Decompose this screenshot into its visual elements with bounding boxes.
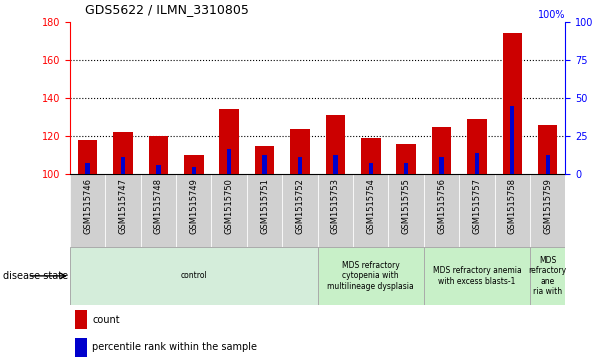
Text: GSM1515754: GSM1515754 <box>366 178 375 234</box>
Bar <box>424 174 459 247</box>
Bar <box>475 153 479 174</box>
Bar <box>184 155 204 174</box>
Bar <box>317 174 353 247</box>
Text: disease state: disease state <box>3 271 68 281</box>
Bar <box>353 174 389 247</box>
Text: GSM1515756: GSM1515756 <box>437 178 446 234</box>
Bar <box>70 174 105 247</box>
Bar <box>227 150 231 174</box>
Text: GDS5622 / ILMN_3310805: GDS5622 / ILMN_3310805 <box>85 3 249 16</box>
Text: GSM1515759: GSM1515759 <box>543 178 552 234</box>
Text: GSM1515758: GSM1515758 <box>508 178 517 234</box>
Bar <box>432 127 451 174</box>
Bar <box>149 136 168 174</box>
Bar <box>368 163 373 174</box>
Bar <box>263 155 267 174</box>
Text: GSM1515747: GSM1515747 <box>119 178 128 234</box>
Bar <box>192 167 196 174</box>
Text: control: control <box>181 272 207 280</box>
Text: MDS refractory
cytopenia with
multilineage dysplasia: MDS refractory cytopenia with multilinea… <box>327 261 414 291</box>
Bar <box>424 247 530 305</box>
Bar <box>459 174 495 247</box>
Text: GSM1515753: GSM1515753 <box>331 178 340 234</box>
Bar <box>219 110 239 174</box>
Bar <box>404 163 409 174</box>
Bar <box>105 174 140 247</box>
Text: GSM1515757: GSM1515757 <box>472 178 482 234</box>
Bar <box>333 155 337 174</box>
Bar <box>121 157 125 174</box>
Bar <box>530 247 565 305</box>
Text: GSM1515755: GSM1515755 <box>402 178 410 234</box>
Bar <box>298 157 302 174</box>
Bar <box>113 132 133 174</box>
Bar <box>545 155 550 174</box>
Text: GSM1515751: GSM1515751 <box>260 178 269 234</box>
Bar <box>396 144 416 174</box>
Text: MDS
refractory
ane
ria with: MDS refractory ane ria with <box>529 256 567 296</box>
Text: GSM1515748: GSM1515748 <box>154 178 163 234</box>
Bar <box>140 174 176 247</box>
Bar <box>495 174 530 247</box>
Bar <box>440 157 444 174</box>
Text: GSM1515749: GSM1515749 <box>189 178 198 234</box>
Bar <box>317 247 424 305</box>
Bar <box>510 106 514 174</box>
Bar <box>86 163 90 174</box>
Bar <box>156 165 161 174</box>
Bar <box>75 338 88 356</box>
Text: MDS refractory anemia
with excess blasts-1: MDS refractory anemia with excess blasts… <box>432 266 521 286</box>
Bar <box>70 247 317 305</box>
Bar <box>290 129 309 174</box>
Bar <box>75 310 88 330</box>
Bar <box>212 174 247 247</box>
Bar <box>326 115 345 174</box>
Text: GSM1515746: GSM1515746 <box>83 178 92 234</box>
Bar <box>389 174 424 247</box>
Text: percentile rank within the sample: percentile rank within the sample <box>92 342 257 352</box>
Bar <box>255 146 274 174</box>
Text: count: count <box>92 315 120 325</box>
Text: GSM1515752: GSM1515752 <box>295 178 305 234</box>
Bar <box>78 140 97 174</box>
Bar <box>282 174 317 247</box>
Bar <box>538 125 558 174</box>
Bar <box>530 174 565 247</box>
Text: 100%: 100% <box>538 10 565 20</box>
Text: GSM1515750: GSM1515750 <box>225 178 233 234</box>
Bar <box>361 138 381 174</box>
Bar <box>247 174 282 247</box>
Bar <box>176 174 212 247</box>
Bar <box>503 33 522 174</box>
Bar <box>467 119 486 174</box>
